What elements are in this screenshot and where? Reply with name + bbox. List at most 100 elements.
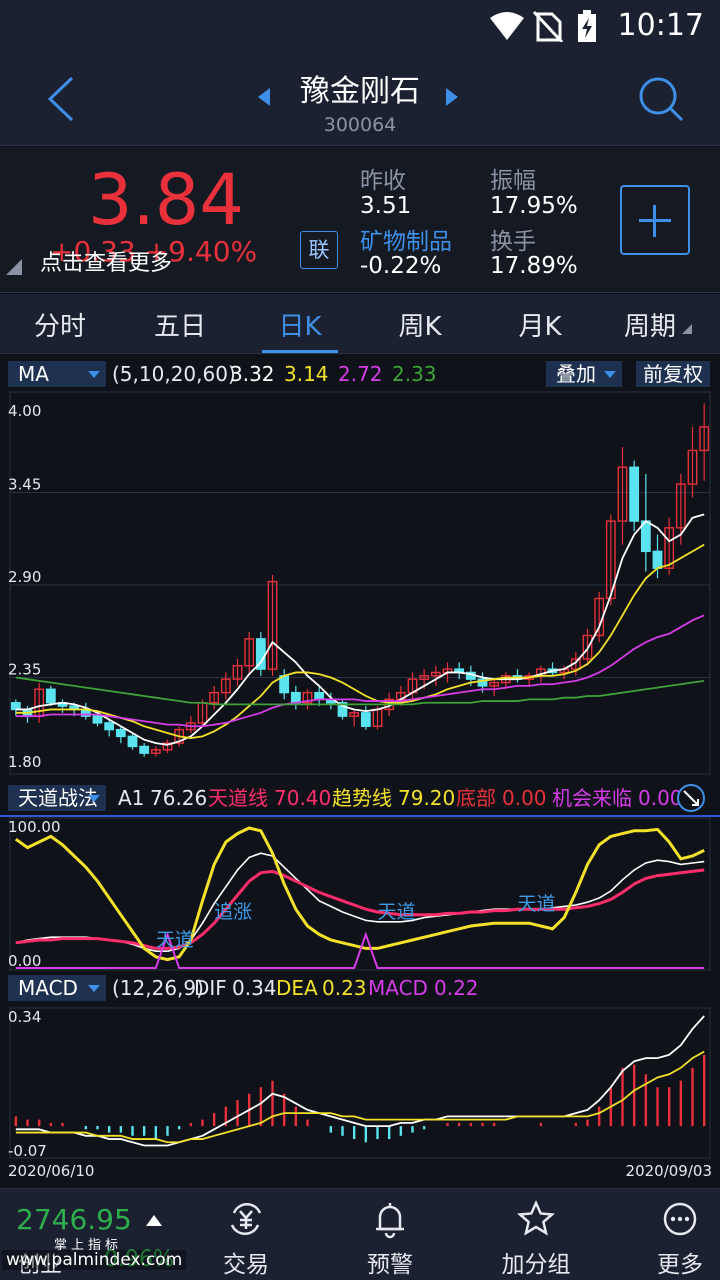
ma-dropdown-label: MA xyxy=(18,362,49,386)
price-change: +0.33 +9.40% xyxy=(50,235,258,268)
tiandao-annotation: 追涨 xyxy=(214,901,252,923)
adjust-button[interactable]: 前复权 xyxy=(636,361,710,387)
index-change: 0.96% xyxy=(104,1247,174,1272)
ma60-value: 2.33 xyxy=(392,362,437,386)
more-icon xyxy=(663,1202,697,1236)
k-candle xyxy=(360,712,371,727)
tiandao-indicator-bar: 天道战法 A1 76.26 天道线 70.40 趋势线 79.20 底部 0.0… xyxy=(0,783,720,813)
chevron-down-icon xyxy=(88,795,100,802)
k-ma20-line xyxy=(15,614,705,728)
macd-histogram xyxy=(14,1054,706,1143)
wifi-icon xyxy=(490,12,524,40)
next-stock-arrow-icon[interactable] xyxy=(446,88,458,106)
nav-add-group[interactable]: 加分组 xyxy=(486,1199,586,1279)
nav-trade[interactable]: 交易 xyxy=(196,1199,296,1279)
index-value: 2746.95 xyxy=(16,1203,132,1236)
period-menu-icon[interactable] xyxy=(682,324,692,334)
k-candle xyxy=(127,735,138,748)
ma-params: (5,10,20,60) xyxy=(112,362,236,386)
turnover-value: 17.89% xyxy=(490,253,578,279)
back-arrow-icon[interactable] xyxy=(42,74,82,124)
tab-daily-k[interactable]: 日K xyxy=(278,312,322,342)
amplitude-value: 17.95% xyxy=(490,193,578,219)
no-sim-icon xyxy=(532,10,564,42)
chevron-down-icon xyxy=(604,371,616,378)
tiandao-annotation: 天道 xyxy=(156,929,194,951)
search-icon[interactable] xyxy=(638,76,684,122)
tiandao-frame xyxy=(9,817,711,971)
add-watchlist-button[interactable] xyxy=(620,185,690,255)
k-candle xyxy=(220,678,231,694)
switch-indicator-icon[interactable] xyxy=(676,783,706,813)
nav-alert-label: 预警 xyxy=(367,1252,413,1278)
tab-intraday[interactable]: 分时 xyxy=(33,312,86,342)
amplitude-label: 振幅 xyxy=(490,168,536,194)
ma20-value: 2.72 xyxy=(338,362,383,386)
app-header: 豫金刚石 300064 xyxy=(0,52,720,146)
nav-more[interactable]: 更多 xyxy=(630,1199,720,1279)
nav-alert[interactable]: 预警 xyxy=(340,1199,440,1279)
last-price: 3.84 xyxy=(88,159,244,241)
period-tabs: 分时 五日 日K 周K 月K 周期 xyxy=(0,294,720,354)
k-candle xyxy=(92,715,103,724)
k-candle xyxy=(10,702,21,711)
tiandao-dropdown-label: 天道战法 xyxy=(18,786,98,810)
ma-dropdown[interactable]: MA xyxy=(8,361,106,387)
k-y-tick-label: 4.00 xyxy=(8,402,41,420)
macd-frame xyxy=(9,1007,711,1159)
status-time: 10:17 xyxy=(617,8,704,43)
ma10-value: 3.14 xyxy=(284,362,329,386)
star-icon xyxy=(516,1199,556,1236)
k-grid xyxy=(9,391,711,775)
dif-value: 0.34 xyxy=(232,976,277,1000)
tab-five-day[interactable]: 五日 xyxy=(153,312,206,342)
k-line-chart[interactable]: 4.00 3.45 2.90 2.35 1.80 xyxy=(0,390,720,782)
macd-x-tick-label: 2020/06/10 xyxy=(8,1162,94,1180)
dea-label: DEA xyxy=(276,976,318,1000)
macd-label: MACD xyxy=(368,976,428,1000)
k-candle xyxy=(115,728,126,738)
k-candle xyxy=(209,691,220,704)
tiandao-y-tick-label: 100.00 xyxy=(8,818,61,836)
k-y-tick-label: 3.45 xyxy=(8,476,41,494)
tab-monthly-k[interactable]: 月K xyxy=(518,312,562,342)
bell-icon xyxy=(376,1203,404,1239)
status-icons xyxy=(490,10,596,42)
macd-chart[interactable]: 0.34 -0.07 2020/06/10 2020/09/03 xyxy=(0,1004,720,1184)
macd-y-tick-label: -0.07 xyxy=(8,1142,47,1160)
prev-stock-arrow-icon[interactable] xyxy=(258,88,270,106)
tiandao-dropdown[interactable]: 天道战法 xyxy=(8,785,106,811)
tab-weekly-k[interactable]: 周K xyxy=(398,312,442,342)
k-y-tick-label: 2.35 xyxy=(8,661,41,679)
corner-expand-icon[interactable] xyxy=(6,259,22,275)
tap-more-link[interactable]: 点击查看更多 xyxy=(40,251,173,276)
macd-x-tick-label: 2020/09/03 xyxy=(626,1162,712,1180)
k-candle xyxy=(605,520,616,600)
macd-lines xyxy=(15,1015,705,1147)
k-candle xyxy=(104,722,115,731)
k-candle xyxy=(232,665,243,680)
macd-ticks: 0.34 -0.07 2020/06/10 2020/09/03 xyxy=(8,1008,712,1180)
k-y-tick-label: 1.80 xyxy=(8,753,41,771)
tdx-label: 天道线 xyxy=(208,786,268,810)
index-expand-icon[interactable] xyxy=(146,1215,162,1226)
tiandao-tdx-line xyxy=(15,868,705,950)
macd-dropdown[interactable]: MACD xyxy=(8,975,106,1001)
k-candle xyxy=(629,466,640,522)
k-candle xyxy=(675,483,686,529)
nav-add-group-label: 加分组 xyxy=(501,1252,571,1278)
overlay-label: 叠加 xyxy=(556,362,596,386)
tab-period[interactable]: 周期 xyxy=(623,312,676,342)
linked-stock-button[interactable]: 联 xyxy=(300,231,338,269)
nav-trade-label: 交易 xyxy=(223,1252,269,1278)
industry-link[interactable]: 矿物制品 xyxy=(360,229,452,255)
macd-grid xyxy=(9,1007,711,1159)
macd-dea-line xyxy=(15,1050,705,1144)
k-candle xyxy=(150,749,161,754)
tdx-value: 70.40 xyxy=(274,786,332,810)
overlay-dropdown[interactable]: 叠加 xyxy=(546,361,622,387)
k-ma60-line xyxy=(15,676,705,706)
watermark-title: 掌上指标 xyxy=(54,1238,123,1253)
